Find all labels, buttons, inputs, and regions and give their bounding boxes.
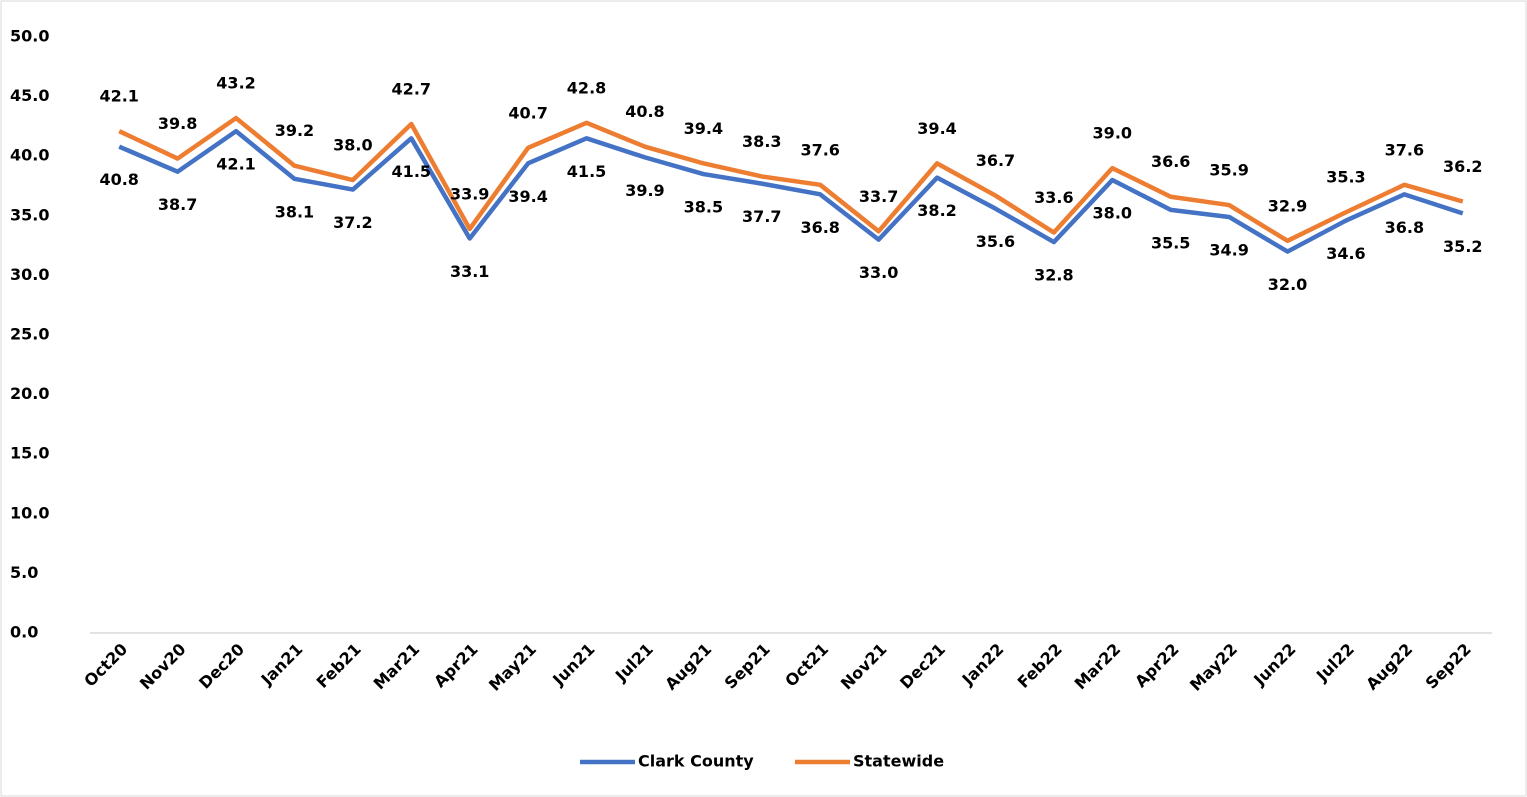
- data-label: 32.8: [1034, 266, 1073, 285]
- series-line: [118, 115, 1464, 244]
- data-label: 36.2: [1443, 157, 1482, 176]
- data-label: 33.6: [1034, 188, 1073, 207]
- data-label: 36.7: [976, 151, 1015, 170]
- legend-label: Statewide: [853, 752, 944, 771]
- data-label: 38.3: [742, 132, 781, 151]
- legend-label: Clark County: [638, 752, 754, 771]
- data-label: 40.8: [99, 170, 138, 189]
- data-label: 34.9: [1209, 240, 1248, 259]
- data-label: 39.9: [625, 181, 664, 200]
- data-label: 43.2: [216, 74, 255, 93]
- data-label: 36.6: [1151, 152, 1190, 171]
- data-label: 36.8: [1385, 218, 1424, 237]
- y-tick-label: 35.0: [10, 205, 49, 224]
- data-label: 33.0: [859, 263, 898, 282]
- y-tick-label: 10.0: [10, 503, 49, 522]
- data-label: 32.0: [1268, 275, 1307, 294]
- data-label: 42.7: [392, 80, 431, 99]
- data-label: 33.7: [859, 187, 898, 206]
- data-label: 39.8: [158, 114, 197, 133]
- data-label: 39.4: [917, 119, 956, 138]
- data-label: 35.2: [1443, 237, 1482, 256]
- data-label: 38.2: [917, 201, 956, 220]
- data-label: 33.1: [450, 262, 489, 281]
- data-label: 40.7: [508, 103, 547, 122]
- data-label: 41.5: [392, 162, 431, 181]
- data-label: 37.2: [333, 213, 372, 232]
- data-label: 35.9: [1209, 161, 1248, 180]
- y-tick-label: 50.0: [10, 27, 49, 46]
- data-label: 34.6: [1326, 244, 1365, 263]
- data-label: 42.8: [567, 78, 606, 97]
- data-label: 35.5: [1151, 233, 1190, 252]
- data-label: 38.7: [158, 195, 197, 214]
- data-label: 42.1: [216, 155, 255, 174]
- y-tick-label: 30.0: [10, 265, 49, 284]
- series-line: [118, 128, 1464, 254]
- y-tick-label: 15.0: [10, 444, 49, 463]
- data-label: 35.6: [976, 232, 1015, 251]
- data-label: 38.1: [275, 202, 314, 221]
- data-label: 32.9: [1268, 196, 1307, 215]
- data-label: 37.7: [742, 207, 781, 226]
- data-label: 42.1: [99, 87, 138, 106]
- data-label: 40.8: [625, 102, 664, 121]
- data-label: 39.2: [275, 121, 314, 140]
- data-label: 39.0: [1093, 124, 1132, 143]
- data-label: 38.5: [684, 198, 723, 217]
- data-label: 38.0: [1093, 204, 1132, 223]
- y-tick-label: 20.0: [10, 384, 49, 403]
- data-label: 35.3: [1326, 168, 1365, 187]
- data-label: 41.5: [567, 162, 606, 181]
- y-tick-label: 25.0: [10, 325, 49, 344]
- y-tick-label: 40.0: [10, 146, 49, 165]
- data-label: 37.6: [1385, 140, 1424, 159]
- y-tick-label: 0.0: [10, 623, 38, 642]
- y-tick-label: 5.0: [10, 563, 38, 582]
- data-label: 37.6: [800, 140, 839, 159]
- data-label: 39.4: [508, 187, 547, 206]
- data-label: 39.4: [684, 119, 723, 138]
- data-label: 36.8: [800, 218, 839, 237]
- data-label: 38.0: [333, 136, 372, 155]
- y-tick-label: 45.0: [10, 86, 49, 105]
- data-label: 33.9: [450, 184, 489, 203]
